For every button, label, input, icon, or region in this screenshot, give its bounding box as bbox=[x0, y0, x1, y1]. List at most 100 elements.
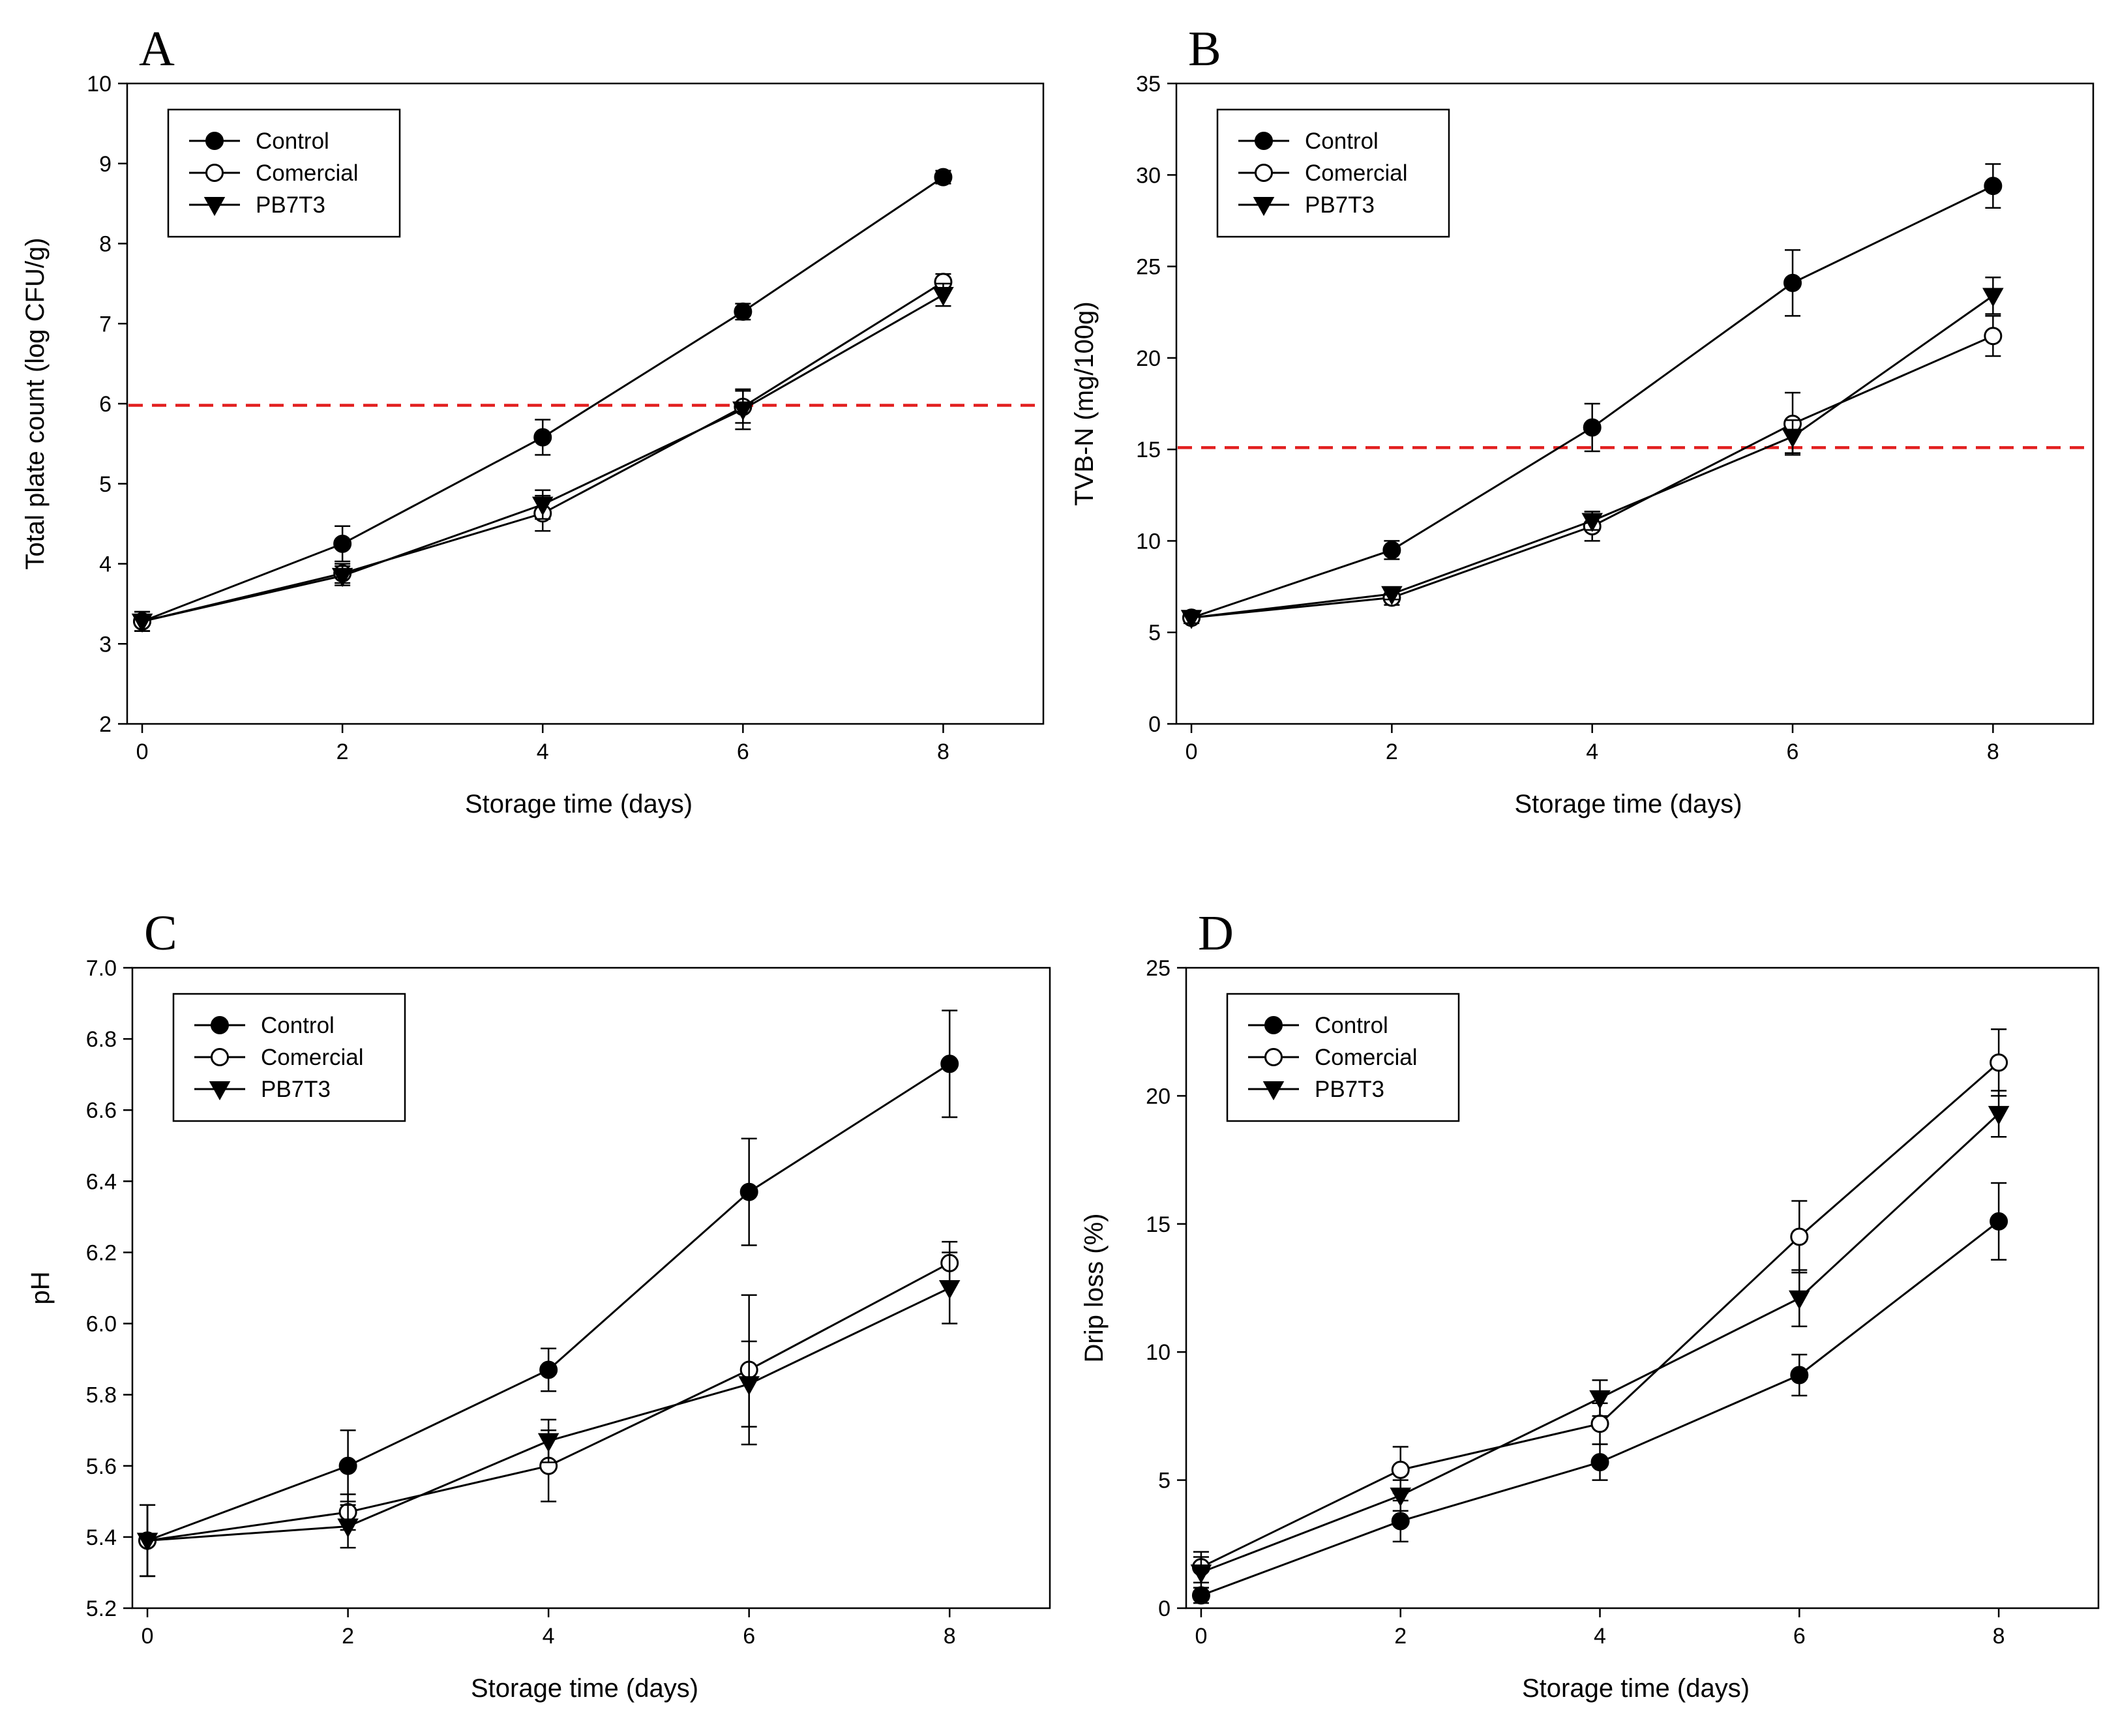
legend-marker bbox=[203, 197, 226, 217]
legend-entry: Control bbox=[1305, 128, 1379, 154]
data-point bbox=[1790, 1366, 1809, 1384]
data-point bbox=[938, 1280, 961, 1300]
legend: Control Comercial PB7T3 bbox=[167, 108, 401, 238]
data-point bbox=[337, 1518, 359, 1538]
x-tick-label: 4 bbox=[1586, 740, 1598, 764]
y-tick-label: 6.8 bbox=[86, 1027, 117, 1052]
data-point bbox=[1984, 327, 2003, 346]
y-tick-label: 15 bbox=[1146, 1212, 1171, 1237]
data-point bbox=[1390, 1488, 1412, 1507]
legend-entry: Comercial bbox=[256, 160, 359, 186]
data-point bbox=[533, 428, 552, 447]
x-tick-label: 2 bbox=[1394, 1624, 1407, 1649]
data-point bbox=[1590, 1453, 1609, 1472]
data-point bbox=[1583, 418, 1602, 437]
panel-letter: D bbox=[1198, 906, 1234, 961]
legend-entry: Control bbox=[1315, 1013, 1388, 1038]
data-point bbox=[1382, 541, 1401, 560]
legend-marker bbox=[1264, 1048, 1283, 1066]
data-point bbox=[333, 534, 352, 553]
data-point bbox=[1190, 1564, 1212, 1584]
series-pb7t3 bbox=[136, 1251, 961, 1578]
data-point bbox=[1790, 1227, 1809, 1246]
y-axis-label: pH bbox=[26, 1271, 55, 1304]
x-tick-label: 0 bbox=[142, 1624, 154, 1649]
legend-entry: PB7T3 bbox=[256, 192, 325, 218]
legend-marker bbox=[1264, 1016, 1283, 1034]
series-control bbox=[1191, 1182, 2008, 1605]
x-tick-label: 8 bbox=[937, 740, 949, 764]
legend-marker bbox=[1255, 164, 1273, 182]
chart-panel-c: C 5.2 5.4 5.6 5.8 6.0 6.2 6.4 6.6 6.8 7.0 0 2 4 6 8 Stor… bbox=[26, 906, 1051, 1703]
y-tick-label: 5.8 bbox=[86, 1383, 117, 1408]
data-point bbox=[331, 567, 353, 588]
data-point bbox=[1191, 1586, 1210, 1605]
data-point bbox=[1581, 513, 1603, 532]
series-pb7t3 bbox=[131, 282, 954, 633]
series-line-pb7t3 bbox=[1191, 295, 1994, 619]
y-tick-label: 5 bbox=[99, 472, 112, 497]
x-tick-label: 6 bbox=[1787, 740, 1799, 764]
series-control bbox=[133, 168, 953, 632]
y-axis-label: Drip loss (%) bbox=[1080, 1214, 1109, 1363]
series-line-comercial bbox=[1201, 1062, 2000, 1568]
x-tick-label: 8 bbox=[1987, 740, 1999, 764]
legend: Control Comercial PB7T3 bbox=[1226, 993, 1460, 1122]
data-point bbox=[1381, 586, 1403, 606]
data-point bbox=[1982, 288, 2004, 307]
panel-letter: C bbox=[144, 906, 177, 961]
x-tick-label: 8 bbox=[1993, 1624, 2005, 1649]
data-point bbox=[131, 613, 153, 633]
legend: Control Comercial PB7T3 bbox=[1216, 108, 1450, 238]
x-tick-label: 2 bbox=[336, 740, 349, 764]
data-point bbox=[539, 1360, 558, 1379]
series-line-pb7t3 bbox=[142, 293, 944, 623]
series-line-control bbox=[1191, 185, 1993, 619]
x-tick-label: 4 bbox=[1594, 1624, 1606, 1649]
x-tick-label: 0 bbox=[1195, 1624, 1207, 1649]
chart-panel-b: B 0 5 10 15 20 25 30 35 0 2 4 6 8 Storage time (days) T… bbox=[1070, 22, 2095, 818]
x-tick-label: 0 bbox=[1186, 740, 1198, 764]
y-tick-label: 8 bbox=[99, 232, 112, 257]
legend-marker bbox=[1253, 197, 1275, 217]
data-point bbox=[932, 287, 954, 307]
data-point bbox=[1990, 1212, 2008, 1231]
legend-entry: Control bbox=[261, 1013, 335, 1038]
x-tick-label: 0 bbox=[136, 740, 149, 764]
series-pb7t3 bbox=[1180, 277, 2004, 629]
legend-entry: Comercial bbox=[1305, 160, 1408, 186]
x-tick-label: 4 bbox=[537, 740, 549, 764]
y-tick-label: 5 bbox=[1158, 1469, 1171, 1493]
panel-letter: B bbox=[1188, 22, 1221, 76]
y-tick-label: 0 bbox=[1148, 712, 1161, 737]
y-tick-label: 35 bbox=[1136, 72, 1161, 97]
series-pb7t3 bbox=[1190, 1090, 2010, 1589]
y-tick-label: 2 bbox=[99, 712, 112, 737]
x-axis-label: Storage time (days) bbox=[1514, 790, 1742, 818]
legend-entry: PB7T3 bbox=[1305, 192, 1375, 218]
data-point bbox=[1783, 273, 1802, 292]
y-tick-label: 15 bbox=[1136, 438, 1161, 462]
legend-marker bbox=[209, 1081, 231, 1101]
data-point bbox=[734, 302, 753, 321]
y-tick-label: 6.2 bbox=[86, 1240, 117, 1265]
data-point bbox=[1589, 1390, 1611, 1410]
data-point bbox=[934, 168, 953, 187]
data-point bbox=[1789, 1290, 1810, 1310]
legend-entry: PB7T3 bbox=[1315, 1077, 1384, 1102]
y-tick-label: 9 bbox=[99, 152, 112, 177]
y-tick-label: 3 bbox=[99, 632, 112, 657]
plot-frame bbox=[1185, 966, 2100, 1609]
legend-entry: Control bbox=[256, 128, 329, 154]
data-point bbox=[537, 1433, 559, 1452]
y-tick-label: 7 bbox=[99, 312, 112, 337]
y-tick-label: 20 bbox=[1136, 346, 1161, 371]
x-tick-label: 6 bbox=[743, 1624, 755, 1649]
y-tick-label: 6.6 bbox=[86, 1098, 117, 1123]
y-tick-label: 10 bbox=[1146, 1340, 1171, 1365]
plot-frame bbox=[1175, 82, 2095, 725]
legend-marker bbox=[205, 164, 224, 182]
data-point bbox=[940, 1055, 959, 1073]
y-tick-label: 30 bbox=[1136, 163, 1161, 188]
